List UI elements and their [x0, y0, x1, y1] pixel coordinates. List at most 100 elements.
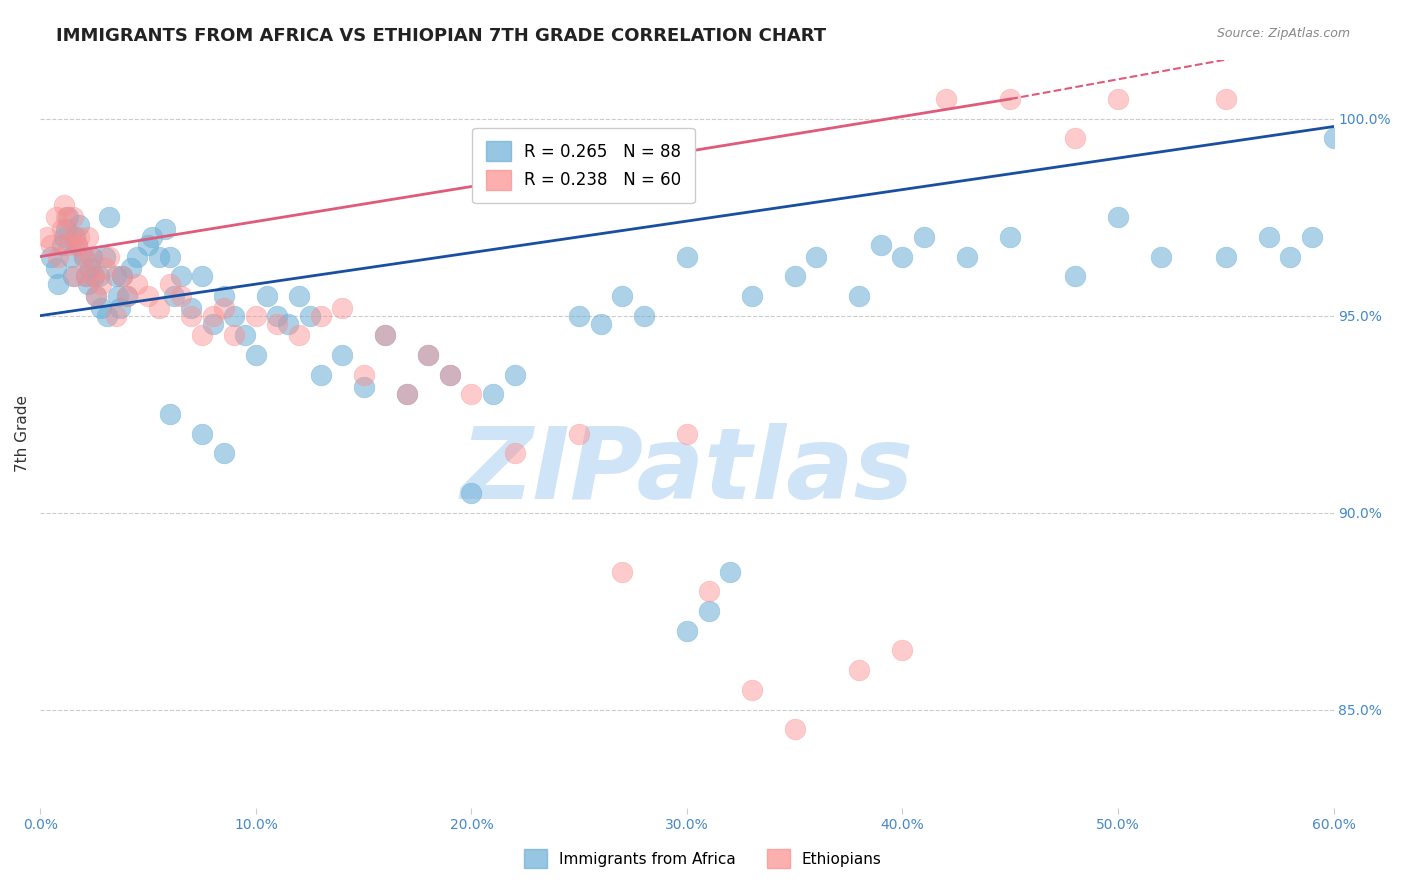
Text: IMMIGRANTS FROM AFRICA VS ETHIOPIAN 7TH GRADE CORRELATION CHART: IMMIGRANTS FROM AFRICA VS ETHIOPIAN 7TH …: [56, 27, 827, 45]
Point: [191, 328, 214, 343]
Point: [115, 289, 138, 303]
Point: [697, 584, 720, 599]
Point: [72, 250, 94, 264]
Point: [159, 277, 181, 292]
Point: [676, 624, 699, 638]
Point: [39, 250, 62, 264]
Point: [83, 269, 105, 284]
Point: [589, 317, 612, 331]
Point: [1215, 92, 1237, 106]
Point: [55, 222, 77, 236]
Point: [46, 277, 69, 292]
Point: [148, 301, 170, 315]
Point: [108, 301, 131, 315]
Point: [245, 348, 267, 362]
Point: [46, 250, 69, 264]
Point: [58, 237, 80, 252]
Point: [67, 218, 90, 232]
Point: [783, 722, 806, 736]
Point: [67, 230, 90, 244]
Point: [51, 237, 73, 252]
Point: [44, 261, 66, 276]
Point: [212, 289, 235, 303]
Point: [120, 261, 142, 276]
Point: [1215, 250, 1237, 264]
Point: [277, 317, 299, 331]
Point: [1322, 131, 1344, 145]
Point: [63, 230, 86, 244]
Point: [66, 237, 89, 252]
Point: [439, 368, 461, 382]
Point: [90, 301, 112, 315]
Point: [330, 348, 353, 362]
Point: [159, 407, 181, 421]
Point: [676, 250, 699, 264]
Point: [266, 309, 288, 323]
Point: [98, 210, 121, 224]
Point: [503, 446, 526, 460]
Point: [224, 328, 246, 343]
Point: [1000, 92, 1022, 106]
Point: [141, 230, 163, 244]
Point: [741, 682, 763, 697]
Point: [75, 269, 97, 284]
Point: [330, 301, 353, 315]
Point: [86, 289, 108, 303]
Point: [111, 269, 134, 284]
Point: [870, 237, 893, 252]
Point: [1064, 131, 1087, 145]
Point: [201, 317, 224, 331]
Point: [180, 301, 202, 315]
Text: Source: ZipAtlas.com: Source: ZipAtlas.com: [1216, 27, 1350, 40]
Point: [956, 250, 979, 264]
Point: [848, 663, 870, 677]
Point: [115, 289, 138, 303]
Point: [59, 230, 82, 244]
Point: [1279, 250, 1302, 264]
Point: [309, 309, 332, 323]
Point: [163, 289, 186, 303]
Point: [94, 250, 117, 264]
Point: [309, 368, 332, 382]
Point: [82, 250, 104, 264]
Point: [76, 277, 98, 292]
Point: [136, 289, 159, 303]
Point: [891, 250, 914, 264]
Point: [233, 328, 256, 343]
Point: [180, 309, 202, 323]
Point: [1107, 210, 1129, 224]
Point: [288, 289, 311, 303]
Legend: R = 0.265   N = 88, R = 0.238   N = 60: R = 0.265 N = 88, R = 0.238 N = 60: [472, 128, 695, 203]
Point: [90, 277, 112, 292]
Point: [935, 92, 957, 106]
Point: [107, 289, 129, 303]
Point: [612, 289, 634, 303]
Point: [96, 309, 118, 323]
Point: [62, 210, 84, 224]
Point: [1064, 269, 1087, 284]
Point: [55, 210, 77, 224]
Point: [741, 289, 763, 303]
Point: [439, 368, 461, 382]
Point: [53, 198, 76, 212]
Point: [76, 230, 98, 244]
Point: [266, 317, 288, 331]
Point: [374, 328, 396, 343]
Point: [136, 237, 159, 252]
Point: [127, 277, 149, 292]
Point: [298, 309, 321, 323]
Point: [612, 565, 634, 579]
Point: [94, 261, 117, 276]
Point: [1301, 230, 1323, 244]
Point: [44, 210, 66, 224]
Point: [191, 269, 214, 284]
Point: [1150, 250, 1173, 264]
Point: [718, 565, 741, 579]
Point: [75, 269, 97, 284]
Point: [912, 230, 935, 244]
Point: [62, 269, 84, 284]
Point: [891, 643, 914, 657]
Point: [111, 269, 134, 284]
Point: [155, 222, 177, 236]
Point: [1107, 92, 1129, 106]
